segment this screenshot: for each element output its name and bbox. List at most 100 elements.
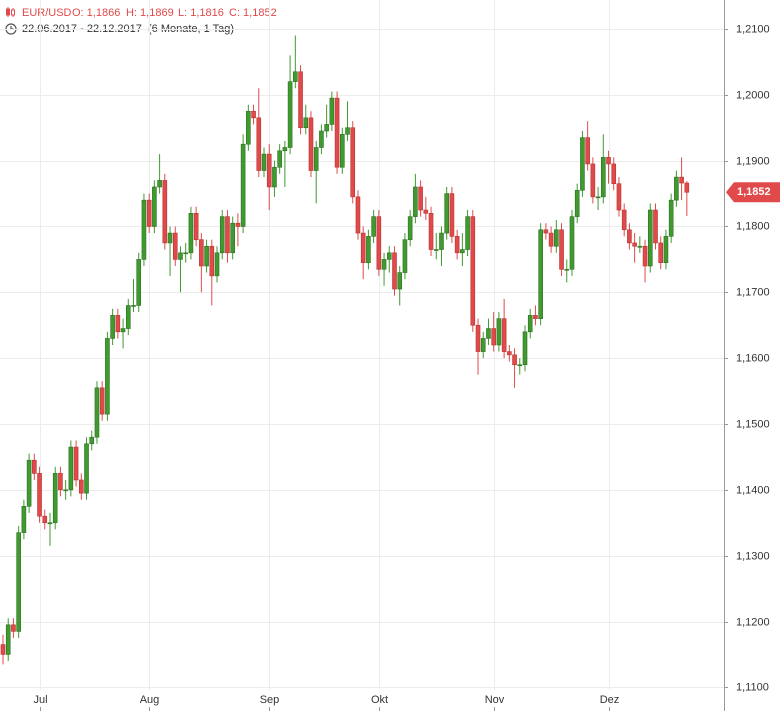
- candle-body: [460, 249, 465, 254]
- candle-body: [663, 236, 669, 264]
- candle-body: [454, 236, 460, 254]
- candle-body: [371, 216, 376, 237]
- candle-body: [606, 157, 611, 165]
- candle-body: [355, 196, 361, 234]
- candle-body: [308, 117, 314, 171]
- candle-body: [392, 252, 397, 290]
- candle-body: [303, 117, 309, 129]
- candle-body: [407, 216, 413, 240]
- candle-body: [674, 176, 679, 201]
- candle-body: [590, 163, 596, 198]
- close-label: C: 1,1852: [229, 7, 277, 19]
- candle-body: [73, 446, 79, 481]
- candle-body: [47, 522, 53, 525]
- candle-body: [522, 331, 528, 366]
- candle-body: [512, 354, 517, 366]
- candle-body: [313, 147, 319, 171]
- candle-body: [157, 180, 162, 188]
- candle-body: [214, 252, 220, 277]
- x-tick-label: Dez: [600, 694, 620, 706]
- candle-body: [52, 473, 58, 524]
- candle-body: [125, 305, 131, 329]
- candle-body: [183, 252, 188, 255]
- candle-body: [26, 459, 32, 507]
- candle-body: [63, 489, 68, 492]
- candle-body: [152, 186, 157, 227]
- candle-body: [58, 473, 63, 491]
- candle-body: [110, 315, 115, 339]
- candle-body: [585, 137, 590, 165]
- candle-body: [564, 268, 570, 271]
- candle-body: [334, 97, 340, 168]
- candle-body: [225, 216, 230, 254]
- candle-body: [287, 81, 293, 148]
- candle-body: [642, 245, 648, 267]
- candle-body: [402, 239, 408, 273]
- candle-body: [345, 127, 350, 135]
- candle-body: [99, 387, 105, 415]
- candle-body: [209, 245, 215, 277]
- candle-body: [433, 249, 439, 251]
- candle-body: [543, 229, 549, 234]
- candle-body: [235, 222, 241, 227]
- candle-body: [230, 222, 235, 254]
- candle-body: [89, 436, 95, 445]
- candle-body: [240, 143, 246, 227]
- candle-body: [298, 71, 303, 129]
- candle-body: [0, 644, 6, 655]
- candle-body: [193, 213, 199, 240]
- candle-body: [580, 137, 585, 191]
- candle-body: [533, 315, 538, 319]
- candle-icon: [6, 7, 15, 17]
- candle-body: [595, 196, 601, 199]
- candle-body: [350, 127, 356, 198]
- x-tick-label: Sep: [260, 694, 280, 706]
- candle-body: [632, 242, 637, 247]
- candle-body: [538, 229, 543, 319]
- candle-body: [465, 216, 470, 250]
- candle-body: [37, 473, 42, 517]
- candle-body: [261, 153, 267, 171]
- candle-body: [386, 252, 392, 260]
- candle-body: [637, 245, 643, 248]
- candle-body: [11, 624, 16, 632]
- date-range: 22.06.2017 - 22.12.2017: [22, 23, 142, 35]
- y-tick-label: 1,1700: [736, 286, 770, 298]
- candle-body: [668, 199, 674, 237]
- candle-body: [256, 117, 262, 171]
- candle-body: [496, 318, 502, 346]
- candle-body: [115, 315, 121, 333]
- candle-body: [266, 153, 272, 188]
- candle-body: [600, 157, 606, 198]
- candle-body: [684, 182, 690, 193]
- candle-body: [16, 532, 21, 632]
- y-tick-label: 1,1900: [736, 155, 770, 167]
- candle-body: [501, 318, 507, 352]
- candle-body: [554, 229, 559, 247]
- y-tick-label: 1,1600: [736, 352, 770, 364]
- candle-body: [293, 71, 298, 82]
- candle-body: [178, 252, 183, 260]
- x-tick-label: Okt: [371, 694, 388, 706]
- y-tick-label: 1,2000: [736, 89, 770, 101]
- candle-body: [246, 110, 251, 145]
- candles: [0, 35, 690, 665]
- candle-body: [653, 209, 658, 244]
- candle-body: [94, 387, 100, 438]
- candle-body: [282, 147, 288, 152]
- candle-body: [647, 209, 653, 267]
- period: (6 Monate, 1 Tag): [148, 23, 234, 35]
- candle-body: [172, 232, 178, 260]
- candle-body: [444, 193, 450, 234]
- candle-body: [574, 189, 580, 217]
- candle-body: [204, 245, 209, 267]
- x-tick-label: Nov: [485, 694, 505, 706]
- candle-body: [42, 515, 48, 524]
- candle-body: [480, 338, 486, 352]
- last-price-tag: [726, 182, 780, 203]
- candle-body: [548, 232, 554, 247]
- last-price-label: 1,1852: [737, 186, 771, 198]
- candle-body: [188, 213, 194, 254]
- candle-body: [329, 97, 335, 125]
